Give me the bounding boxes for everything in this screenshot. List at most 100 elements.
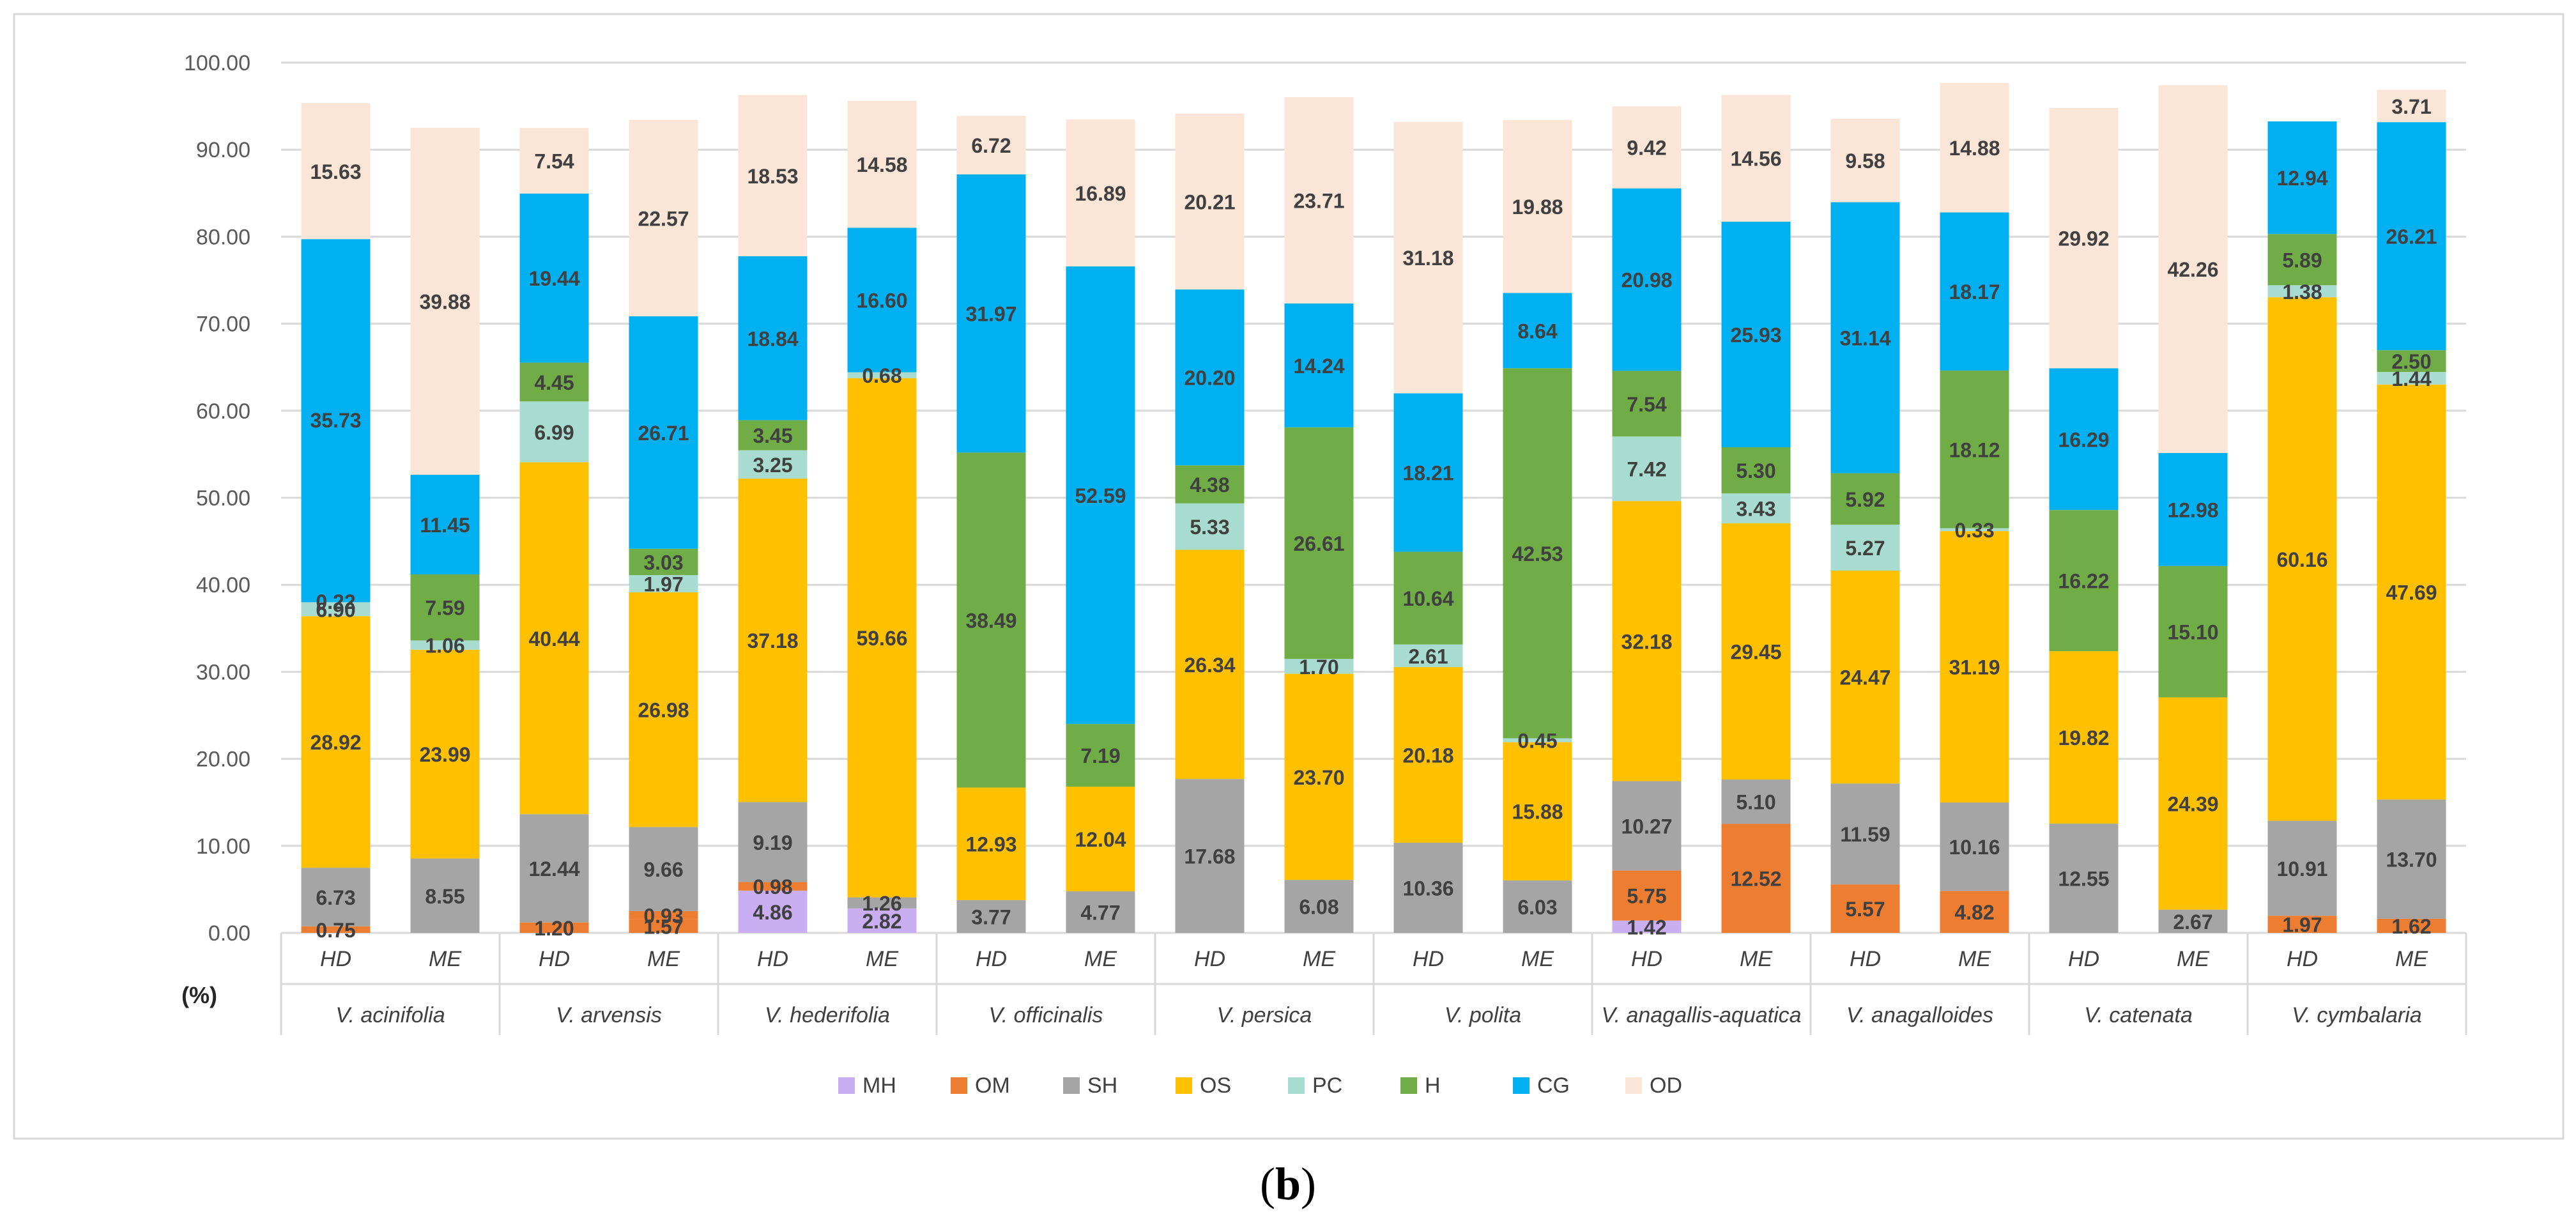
data-label: 0.45	[1517, 730, 1557, 753]
data-label: 23.71	[1293, 189, 1344, 212]
data-label: 19.44	[528, 267, 579, 290]
bar-segment-od	[1940, 82, 2009, 213]
bar-segment-h	[1721, 447, 1791, 494]
bar-segment-om	[301, 926, 371, 933]
bar-segment-h	[1066, 724, 1135, 787]
bar-segment-h	[2049, 510, 2119, 652]
bar-segment-os	[1503, 742, 1572, 880]
data-label: 7.54	[1627, 393, 1666, 416]
bar-segment-mh	[847, 908, 917, 933]
bar-segment-sh	[1175, 779, 1245, 933]
data-label: 3.71	[2391, 95, 2431, 118]
bar-segment-pc	[1721, 493, 1791, 523]
bar-segment-od	[1830, 118, 1900, 203]
bar-segment-sh	[2267, 820, 2337, 916]
bar-segment-os	[1284, 673, 1354, 880]
legend-label: SH	[1087, 1073, 1117, 1098]
data-label: 16.29	[2058, 428, 2109, 451]
group-label: V. acinifolia	[335, 1003, 445, 1027]
data-label: 7.42	[1627, 458, 1666, 481]
bar-segment-pc	[519, 401, 589, 463]
bar-segment-od	[1393, 121, 1463, 394]
bar-segment-cg	[1940, 212, 2009, 371]
y-tick-label: 80.00	[196, 225, 250, 249]
bar-segment-mh	[1612, 920, 1682, 933]
bar-category-label: ME	[1740, 947, 1772, 971]
data-label: 26.34	[1184, 654, 1235, 677]
bar-segment-pc	[2377, 372, 2446, 385]
bar-segment-os	[1721, 523, 1791, 780]
legend-swatch-sh	[1063, 1077, 1080, 1094]
legend-swatch-h	[1400, 1077, 1417, 1094]
data-label: 29.45	[1730, 640, 1781, 663]
bar-segment-pc	[847, 372, 917, 378]
bar-segment-od	[519, 128, 589, 194]
bar-category-label: HD	[320, 947, 351, 971]
data-label: 26.71	[638, 422, 689, 445]
data-label: 39.88	[419, 290, 470, 313]
data-label: 7.19	[1080, 744, 1120, 767]
data-label: 3.03	[643, 551, 683, 574]
data-label: 12.98	[2167, 498, 2218, 521]
bar-segment-os	[2377, 384, 2446, 800]
bar-segment-od	[410, 127, 480, 475]
bar-segment-sh	[301, 868, 371, 926]
bar-category-label: ME	[1303, 947, 1335, 971]
data-label: 13.70	[2386, 849, 2437, 872]
bar-segment-sh	[956, 900, 1026, 933]
data-label: 3.25	[753, 454, 792, 477]
data-label: 42.53	[1512, 542, 1563, 565]
data-label: 22.57	[638, 207, 689, 230]
data-label: 12.52	[1730, 868, 1781, 891]
bar-segment-os	[1612, 501, 1682, 781]
data-label: 18.53	[747, 165, 798, 188]
bar-segment-cg	[629, 316, 698, 549]
data-label: 0.33	[1954, 519, 1994, 542]
bar-segment-mh	[738, 890, 808, 933]
bar-segment-pc	[1830, 525, 1900, 571]
bar-segment-pc	[1612, 436, 1682, 502]
bar-category-label: HD	[2068, 947, 2099, 971]
data-label: 0.68	[862, 364, 901, 387]
caption-open-paren: (	[1259, 1158, 1275, 1210]
y-axis-unit-label: (%)	[181, 982, 217, 1008]
bar-segment-h	[2377, 350, 2446, 373]
group-label: V. anagalloides	[1846, 1003, 1993, 1027]
data-label: 3.45	[753, 424, 792, 447]
data-label: 15.10	[2167, 621, 2218, 644]
bar-segment-od	[2049, 107, 2119, 369]
bar-segment-od	[956, 116, 1026, 174]
data-label: 4.38	[1190, 473, 1229, 496]
bar-segment-sh	[847, 897, 917, 909]
bar-segment-sh	[1612, 781, 1682, 871]
y-axis: 0.00 10.00 20.00 30.00 40.00 50.00 60.00 70.00 8…	[184, 51, 250, 946]
bar-category-label: ME	[1084, 947, 1117, 971]
bar-segment-cg	[956, 174, 1026, 453]
bars	[301, 82, 2446, 933]
bar-category-label: ME	[1958, 947, 1991, 971]
bar-category-label: ME	[866, 947, 898, 971]
bar-category-label: ME	[2177, 947, 2209, 971]
data-label: 2.67	[2173, 911, 2212, 934]
data-label: 32.18	[1621, 630, 1672, 653]
data-label: 5.33	[1190, 516, 1229, 539]
bar-segment-pc	[1940, 528, 2009, 532]
data-label: 10.16	[1949, 836, 2000, 859]
data-label: 1.42	[1627, 916, 1666, 939]
data-label: 5.89	[2282, 249, 2322, 272]
bar-segment-sh	[1830, 783, 1900, 885]
data-label: 19.88	[1512, 196, 1563, 219]
bar-segment-cg	[1503, 293, 1572, 369]
data-label: 16.60	[856, 289, 907, 312]
bar-segment-sh	[629, 827, 698, 911]
data-label: 14.88	[1949, 137, 2000, 160]
data-label: 4.82	[1954, 901, 1994, 924]
bar-segment-os	[301, 616, 371, 868]
legend-swatch-os	[1176, 1077, 1192, 1094]
data-label: 1.20	[534, 917, 574, 940]
bar-segment-sh	[1393, 842, 1463, 933]
bar-category-label: HD	[1413, 947, 1444, 971]
bar-segment-pc	[301, 602, 371, 617]
figure-caption: (b)	[0, 1158, 2576, 1211]
bar-segment-cg	[301, 239, 371, 601]
